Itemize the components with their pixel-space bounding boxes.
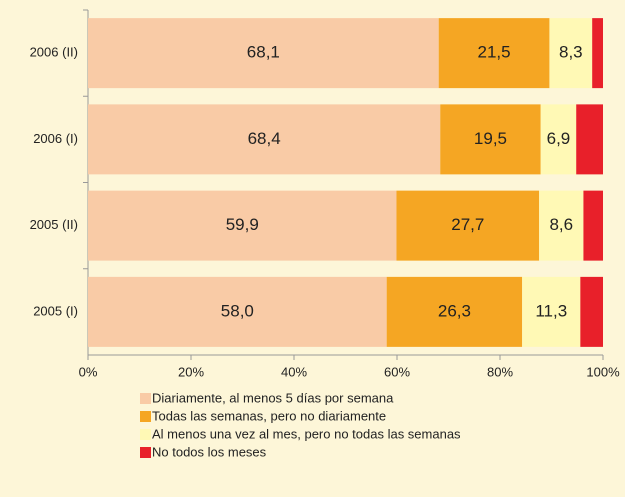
bar-segment	[522, 276, 581, 347]
value-label: 6,9	[547, 129, 571, 148]
value-label: 8,3	[559, 43, 583, 62]
bar-segment	[88, 190, 397, 261]
value-label: 58,0	[221, 301, 254, 320]
x-tick-label: 60%	[384, 364, 410, 379]
bar-segment	[583, 190, 603, 261]
bar-segment	[580, 276, 603, 347]
value-label: 26,3	[438, 301, 471, 320]
value-label: 27,7	[451, 215, 484, 234]
value-label: 59,9	[226, 215, 259, 234]
bar-segment	[396, 190, 540, 261]
y-tick-label: 2005 (I)	[33, 303, 78, 318]
legend-label: Al menos una vez al mes, pero no todas l…	[152, 426, 461, 441]
bar-segment	[576, 104, 603, 175]
value-label: 19,5	[474, 129, 507, 148]
value-label: 21,5	[478, 43, 511, 62]
value-label: 68,1	[247, 43, 280, 62]
x-tick-label: 80%	[487, 364, 513, 379]
legend-label: Todas las semanas, pero no diariamente	[152, 408, 386, 423]
bar-segment	[438, 18, 550, 89]
bar-segment	[88, 276, 387, 347]
bar-segment	[592, 18, 603, 89]
y-tick-label: 2006 (I)	[33, 131, 78, 146]
y-tick-label: 2005 (II)	[30, 217, 78, 232]
value-label: 11,3	[535, 301, 567, 320]
bar-segment	[549, 18, 593, 89]
y-tick-label: 2006 (II)	[30, 45, 78, 60]
x-tick-label: 20%	[178, 364, 204, 379]
x-tick-label: 100%	[586, 364, 620, 379]
bar-segment	[386, 276, 523, 347]
bar-segment	[539, 190, 584, 261]
bar-segment	[540, 104, 577, 175]
x-tick-label: 0%	[79, 364, 98, 379]
value-label: 8,6	[549, 215, 573, 234]
legend-swatch	[140, 429, 151, 440]
legend-swatch	[140, 393, 151, 404]
legend-label: No todos los meses	[152, 444, 267, 459]
value-label: 68,4	[248, 129, 281, 148]
legend-swatch	[140, 411, 151, 422]
bar-segment	[88, 104, 441, 175]
legend-label: Diariamente, al menos 5 días por semana	[152, 390, 394, 405]
bar-segment	[440, 104, 541, 175]
bar-segment	[88, 18, 439, 89]
x-tick-label: 40%	[281, 364, 307, 379]
legend-swatch	[140, 447, 151, 458]
